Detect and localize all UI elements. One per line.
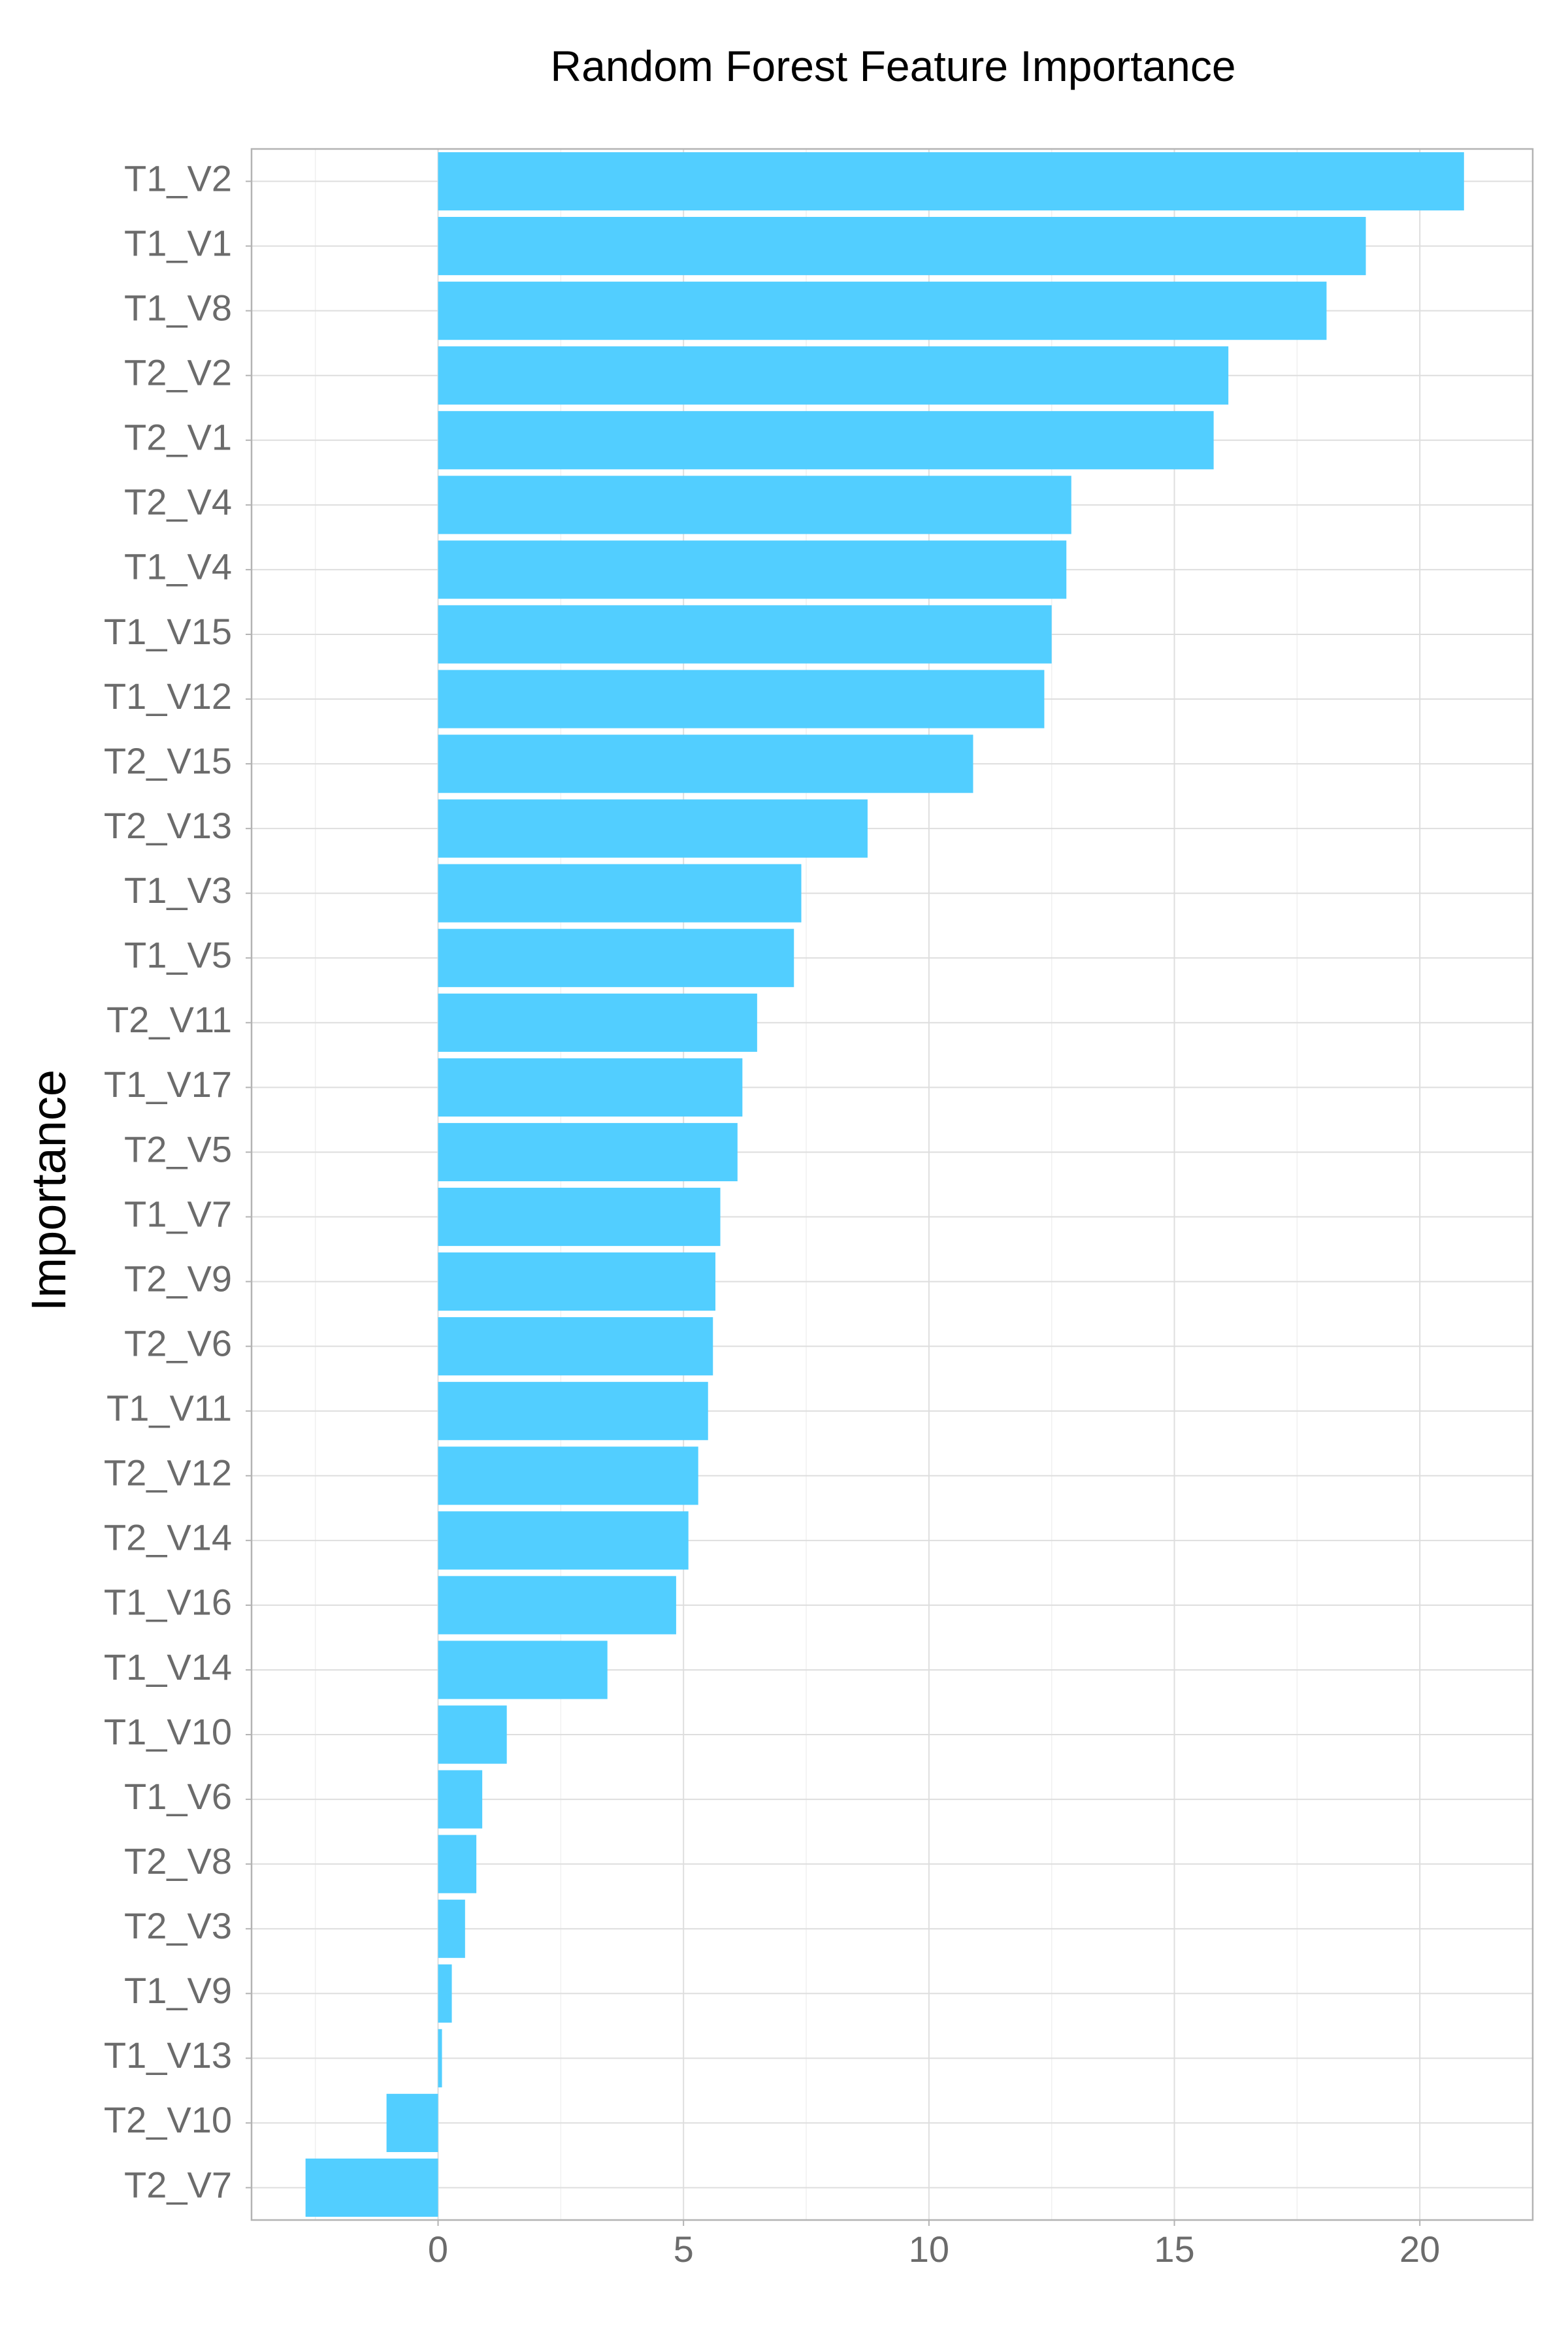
y-tick-label: T1_V13 bbox=[104, 2034, 232, 2076]
y-tick-label: T1_V7 bbox=[124, 1193, 232, 1234]
x-axis-ticks: 0 5 10 15 20 bbox=[428, 2220, 1440, 2270]
y-tick-label: T1_V1 bbox=[124, 222, 232, 263]
bar-t2-v14 bbox=[438, 1511, 689, 1570]
bar-t2-v4 bbox=[438, 476, 1071, 534]
y-tick-label: T2_V8 bbox=[124, 1840, 232, 1882]
y-tick-label: T2_V11 bbox=[106, 999, 232, 1040]
y-tick-label: T2_V13 bbox=[104, 805, 232, 846]
bar-t1-v7 bbox=[438, 1187, 721, 1247]
y-tick-label: T1_V10 bbox=[104, 1711, 232, 1752]
bar-t1-v9 bbox=[438, 1964, 452, 2023]
bar-t1-v2 bbox=[438, 152, 1464, 211]
y-tick-label: T2_V14 bbox=[104, 1517, 232, 1558]
y-tick-label: T1_V9 bbox=[124, 1970, 232, 2011]
y-tick-label: T1_V14 bbox=[104, 1646, 232, 1688]
bar-t1-v5 bbox=[438, 928, 794, 987]
bar-t1-v14 bbox=[438, 1641, 608, 1699]
plot-panel-border bbox=[250, 148, 1534, 2221]
chart-title: Random Forest Feature Importance bbox=[550, 42, 1235, 90]
bar-t1-v13 bbox=[438, 2029, 442, 2087]
bar-t2-v8 bbox=[438, 1835, 477, 1893]
y-tick-label: T2_V4 bbox=[124, 482, 232, 523]
y-tick-label: T1_V11 bbox=[106, 1388, 232, 1429]
bar-t2-v11 bbox=[438, 993, 757, 1052]
y-tick-label: T2_V2 bbox=[124, 352, 232, 393]
x-tick-label: 10 bbox=[909, 2229, 949, 2270]
bar-t1-v6 bbox=[438, 1770, 483, 1829]
y-tick-label: T2_V1 bbox=[124, 417, 232, 458]
y-tick-label: T2_V7 bbox=[124, 2164, 232, 2205]
y-tick-label: T2_V6 bbox=[124, 1322, 232, 1364]
x-tick-label: 5 bbox=[674, 2229, 694, 2270]
y-tick-label: T2_V12 bbox=[104, 1452, 232, 1494]
y-tick-label: T2_V10 bbox=[104, 2099, 232, 2140]
bar-t1-v16 bbox=[438, 1576, 676, 1635]
y-tick-label: T2_V5 bbox=[124, 1128, 232, 1169]
bar-t2-v12 bbox=[438, 1446, 698, 1505]
y-axis-ticks: T1_V2 T1_V1 T1_V8 T2_V2 T2_V1 T2_V4 T1_V4 T1_V1… bbox=[104, 157, 252, 2205]
x-tick-label: 20 bbox=[1399, 2229, 1440, 2270]
bar-t2-v6 bbox=[438, 1317, 713, 1376]
y-tick-label: T1_V12 bbox=[104, 676, 232, 717]
bar-t2-v9 bbox=[438, 1252, 716, 1311]
bar-t2-v5 bbox=[438, 1122, 738, 1182]
y-tick-label: T1_V16 bbox=[104, 1582, 232, 1623]
bar-t1-v10 bbox=[438, 1705, 507, 1764]
y-tick-label: T2_V15 bbox=[104, 740, 232, 781]
bar-t1-v1 bbox=[438, 217, 1366, 276]
y-tick-label: T1_V8 bbox=[124, 287, 232, 328]
y-tick-label: T1_V2 bbox=[124, 157, 232, 199]
y-axis-title: Importance bbox=[22, 1070, 76, 1311]
y-tick-label: T1_V6 bbox=[124, 1776, 232, 1817]
y-tick-label: T2_V9 bbox=[124, 1258, 232, 1299]
y-tick-label: T1_V17 bbox=[104, 1064, 232, 1105]
bar-t1-v4 bbox=[438, 540, 1067, 599]
y-tick-label: T1_V4 bbox=[124, 546, 232, 587]
y-tick-label: T2_V3 bbox=[124, 1905, 232, 1946]
bar-t1-v17 bbox=[438, 1058, 743, 1117]
bar-t2-v13 bbox=[438, 799, 868, 858]
bar-t1-v8 bbox=[438, 282, 1327, 340]
bar-t2-v1 bbox=[438, 411, 1214, 470]
bar-t1-v15 bbox=[438, 605, 1052, 664]
y-tick-label: T1_V3 bbox=[124, 870, 232, 911]
bar-t2-v10 bbox=[386, 2093, 438, 2152]
y-tick-label: T1_V5 bbox=[124, 934, 232, 975]
bar-t2-v15 bbox=[438, 734, 973, 793]
bar-t2-v7 bbox=[305, 2158, 438, 2217]
bar-t1-v12 bbox=[438, 670, 1045, 728]
bar-t1-v11 bbox=[438, 1382, 708, 1441]
x-tick-label: 0 bbox=[428, 2229, 448, 2270]
bars bbox=[305, 152, 1464, 2217]
y-tick-label: T1_V15 bbox=[104, 611, 232, 652]
bar-t2-v2 bbox=[438, 346, 1229, 405]
x-tick-label: 15 bbox=[1154, 2229, 1194, 2270]
bar-t1-v3 bbox=[438, 864, 802, 923]
bar-t2-v3 bbox=[438, 1899, 465, 1958]
